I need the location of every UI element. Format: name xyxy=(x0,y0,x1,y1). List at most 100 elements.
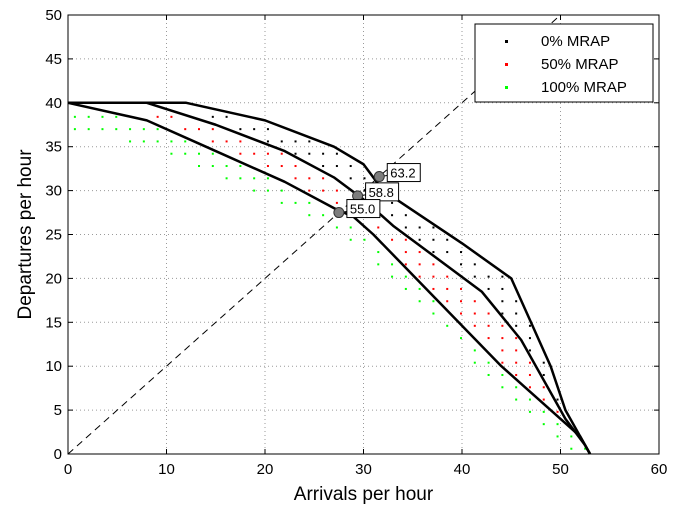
dot-50pct-mrap xyxy=(253,152,256,155)
dot-50pct-mrap xyxy=(487,324,490,327)
dot-100pct-mrap xyxy=(460,337,463,340)
dot-50pct-mrap xyxy=(515,373,518,376)
dot-50pct-mrap xyxy=(308,177,311,180)
dot-100pct-mrap xyxy=(266,189,269,192)
dot-50pct-mrap xyxy=(418,263,421,266)
dot-100pct-mrap xyxy=(515,398,518,401)
dot-100pct-mrap xyxy=(239,165,242,168)
legend-marker xyxy=(505,86,508,89)
dot-100pct-mrap xyxy=(198,152,200,155)
envelope-line xyxy=(68,101,592,455)
dot-0pct-mrap xyxy=(556,398,559,401)
dot-0pct-mrap xyxy=(487,287,490,290)
callout-marker xyxy=(373,171,385,183)
dot-0pct-mrap xyxy=(446,251,449,254)
dot-100pct-mrap xyxy=(142,140,145,143)
dot-0pct-mrap xyxy=(528,324,531,327)
dot-100pct-mrap xyxy=(404,275,407,278)
dot-100pct-mrap xyxy=(335,226,338,229)
dot-50pct-mrap xyxy=(156,115,159,118)
dot-50pct-mrap xyxy=(460,287,463,290)
legend-marker xyxy=(505,63,508,66)
dot-100pct-mrap xyxy=(129,128,132,131)
dot-100pct-mrap xyxy=(73,115,76,118)
dot-0pct-mrap xyxy=(418,238,421,241)
dot-0pct-mrap xyxy=(515,324,518,327)
dot-0pct-mrap xyxy=(322,152,325,155)
dot-50pct-mrap xyxy=(487,337,490,340)
dot-100pct-mrap xyxy=(556,435,559,438)
dot-100pct-mrap xyxy=(142,128,145,131)
dot-0pct-mrap xyxy=(225,115,228,118)
dot-100pct-mrap xyxy=(211,152,214,155)
dot-0pct-mrap xyxy=(322,165,325,168)
x-tick-label: 10 xyxy=(158,461,175,478)
dot-50pct-mrap xyxy=(294,165,297,168)
dot-100pct-mrap xyxy=(487,373,490,376)
dot-50pct-mrap xyxy=(225,140,228,143)
dot-100pct-mrap xyxy=(129,140,132,143)
dot-0pct-mrap xyxy=(432,238,435,241)
dot-100pct-mrap xyxy=(101,128,104,131)
y-axis-label: Departures per hour xyxy=(15,149,36,320)
y-tick-label: 35 xyxy=(45,139,62,156)
x-tick-label: 20 xyxy=(257,461,274,478)
dot-50pct-mrap xyxy=(501,361,504,364)
dot-50pct-mrap xyxy=(432,287,435,290)
dot-0pct-mrap xyxy=(294,140,297,143)
dot-100pct-mrap xyxy=(253,177,256,180)
dot-50pct-mrap xyxy=(239,152,242,155)
dot-50pct-mrap xyxy=(432,275,435,278)
y-tick-label: 10 xyxy=(45,358,62,375)
dot-0pct-mrap xyxy=(363,177,366,180)
dot-100pct-mrap xyxy=(87,115,90,118)
dot-0pct-mrap xyxy=(349,177,352,180)
callout-box xyxy=(346,199,381,219)
dot-50pct-mrap xyxy=(473,300,476,303)
dot-0pct-mrap xyxy=(211,115,214,118)
dot-100pct-mrap xyxy=(349,238,352,241)
dot-50pct-mrap xyxy=(391,238,394,241)
dot-0pct-mrap xyxy=(501,300,504,303)
dot-100pct-mrap xyxy=(363,238,366,241)
dot-100pct-mrap xyxy=(225,177,228,180)
legend-box xyxy=(474,23,654,103)
y-tick-label: 40 xyxy=(45,95,62,112)
dot-100pct-mrap xyxy=(473,361,476,364)
y-tick-label: 45 xyxy=(45,51,62,68)
callout-box xyxy=(365,182,400,202)
dot-50pct-mrap xyxy=(266,165,269,168)
dot-50pct-mrap xyxy=(198,128,200,131)
dot-50pct-mrap xyxy=(404,238,407,241)
dot-0pct-mrap xyxy=(308,152,311,155)
dot-100pct-mrap xyxy=(266,177,269,180)
y-tick-label: 15 xyxy=(45,314,62,331)
dot-0pct-mrap xyxy=(280,140,283,143)
dot-50pct-mrap xyxy=(266,152,269,155)
dot-0pct-mrap xyxy=(308,140,311,143)
dot-50pct-mrap xyxy=(528,386,531,389)
dot-50pct-mrap xyxy=(528,373,531,376)
dot-100pct-mrap xyxy=(280,201,283,204)
y-tick-label: 5 xyxy=(54,402,62,419)
x-axis-label: Arrivals per hour xyxy=(294,484,434,505)
dot-100pct-mrap xyxy=(501,386,504,389)
dot-50pct-mrap xyxy=(460,300,463,303)
dot-100pct-mrap xyxy=(198,165,200,168)
dot-0pct-mrap xyxy=(266,140,269,143)
y-tick-label: 0 xyxy=(54,446,62,463)
dot-50pct-mrap xyxy=(418,251,421,254)
dot-100pct-mrap xyxy=(391,263,394,266)
dot-50pct-mrap xyxy=(239,140,242,143)
y-tick-label: 30 xyxy=(45,183,62,200)
dot-100pct-mrap xyxy=(515,386,518,389)
dot-100pct-mrap xyxy=(528,398,531,401)
dot-0pct-mrap xyxy=(515,300,518,303)
dot-100pct-mrap xyxy=(225,165,228,168)
dot-100pct-mrap xyxy=(184,152,187,155)
callout-box xyxy=(386,163,421,183)
dot-50pct-mrap xyxy=(184,128,187,131)
dot-50pct-mrap xyxy=(501,349,504,352)
dot-100pct-mrap xyxy=(418,300,421,303)
dot-50pct-mrap xyxy=(335,201,338,204)
